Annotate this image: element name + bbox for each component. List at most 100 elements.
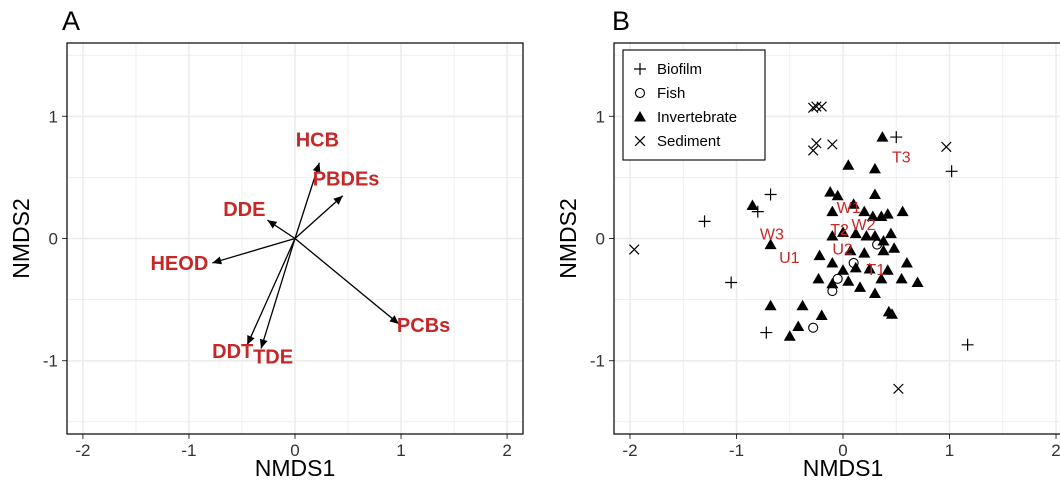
invertebrate-point <box>885 308 898 319</box>
invertebrate-point <box>900 256 913 268</box>
legend-key-invertebrate <box>634 111 646 122</box>
vector-label-pcbs: PCBs <box>397 315 450 337</box>
invertebrate-point <box>858 247 871 258</box>
legend-label-invertebrate: Invertebrate <box>657 109 737 126</box>
invertebrate-point <box>824 186 837 197</box>
vector-label-tde: TDE <box>253 346 293 368</box>
vector-heod-arrow-line <box>212 237 296 264</box>
vector-ddt-arrow-line <box>246 238 296 346</box>
legend-label-fish: Fish <box>657 85 685 102</box>
invertebrate-point <box>837 226 849 237</box>
biofilm-point <box>698 215 711 228</box>
vector-ddt-arrowhead <box>247 334 255 345</box>
biofilm-point <box>725 276 738 289</box>
y-axis-title: NMDS2 <box>555 198 581 279</box>
y-axis-title: NMDS2 <box>8 198 34 279</box>
vector-label-pbdes: PBDEs <box>313 169 380 191</box>
vector-dde-arrowhead <box>267 220 278 229</box>
invertebrate-point <box>876 131 889 142</box>
x-tick-label: 2 <box>502 441 511 460</box>
biofilm-point <box>945 165 958 178</box>
site-label-t1: T1 <box>866 262 885 279</box>
invertebrate-point <box>868 188 881 200</box>
sediment-point <box>811 137 822 149</box>
biofilm-point <box>961 338 974 351</box>
invertebrate-point <box>868 287 881 298</box>
vector-pcbs-arrow-line <box>294 237 400 325</box>
site-label-w1: W1 <box>837 200 861 217</box>
vector-hcb-arrowhead <box>312 162 321 173</box>
invertebrate-point <box>866 210 879 222</box>
vector-tde-arrowhead <box>259 338 268 349</box>
invertebrate-point <box>826 277 839 289</box>
invertebrate-point <box>831 189 844 201</box>
sediment-point <box>816 101 827 112</box>
x-tick-label: 2 <box>1051 441 1060 460</box>
x-tick-label: -2 <box>75 441 90 460</box>
invertebrate-point <box>837 264 849 275</box>
panel-a-ordination-vectors: -2 -1 0 1 2 -1 0 1 NMDS1 NMDS2 A HCB PBDEs DDE HEOD PCB… <box>8 6 524 481</box>
legend-label-sediment: Sediment <box>657 133 721 150</box>
legend-box <box>622 49 766 161</box>
panel-letter: A <box>62 6 80 36</box>
invertebrate-point <box>849 227 862 239</box>
invertebrate-point <box>877 234 890 246</box>
invertebrate-point <box>868 162 881 174</box>
invertebrate-point <box>746 199 759 211</box>
invertebrate-point <box>884 227 897 239</box>
biofilm-point <box>764 188 777 201</box>
invertebrate-point <box>854 281 867 292</box>
vector-pbdes-arrow-line <box>294 195 344 239</box>
invertebrate-point <box>792 320 805 331</box>
invertebrate-point <box>868 230 881 241</box>
invertebrate-point <box>842 159 855 170</box>
y-tick-label: 1 <box>596 107 605 126</box>
invertebrate-point <box>826 230 839 241</box>
x-tick-label: -2 <box>622 441 637 460</box>
y-tick-label: 1 <box>49 107 58 126</box>
invertebrate-point <box>826 256 839 268</box>
vector-pcbs-arrowhead <box>389 315 399 325</box>
vector-label-ddt: DDT <box>212 341 253 363</box>
biofilm-point <box>760 326 773 339</box>
invertebrate-point <box>815 309 828 320</box>
x-tick-label: 0 <box>838 441 847 460</box>
sediment-point <box>807 145 819 156</box>
invertebrate-point <box>877 244 890 256</box>
fish-point <box>808 322 819 333</box>
invertebrate-point <box>844 244 857 256</box>
invertebrate-point <box>796 299 809 311</box>
invertebrate-point <box>863 263 876 274</box>
site-label-t2: T2 <box>830 222 849 239</box>
invertebrate-point <box>881 208 894 219</box>
sediment-point <box>629 244 640 255</box>
y-tick-label: -1 <box>590 352 605 371</box>
x-tick-label: 1 <box>945 441 954 460</box>
invertebrate-point <box>847 198 860 209</box>
x-axis-title: NMDS1 <box>803 455 884 481</box>
legend-label-biofilm: Biofilm <box>657 61 702 78</box>
invertebrate-point <box>860 230 873 241</box>
vector-label-dde: DDE <box>223 199 265 221</box>
invertebrate-point <box>849 261 862 273</box>
y-tick-label: -1 <box>43 352 58 371</box>
invertebrate-point <box>875 272 888 284</box>
sediment-point <box>893 383 904 395</box>
invertebrate-point <box>888 242 901 253</box>
legend-key-fish <box>634 87 646 99</box>
biofilm-point <box>890 131 903 144</box>
site-label-t3: T3 <box>892 150 911 167</box>
invertebrate-point <box>764 299 777 311</box>
site-label-u1: U1 <box>779 250 800 267</box>
site-label-w3: W3 <box>760 227 784 244</box>
plot-border <box>613 42 1060 435</box>
invertebrate-point <box>858 205 871 217</box>
x-tick-label: 0 <box>290 441 299 460</box>
panel-letter: B <box>612 6 630 36</box>
x-axis-title: NMDS1 <box>255 455 336 481</box>
invertebrate-point <box>826 205 839 217</box>
vector-label-hcb: HCB <box>296 130 339 152</box>
invertebrate-point <box>783 330 796 341</box>
